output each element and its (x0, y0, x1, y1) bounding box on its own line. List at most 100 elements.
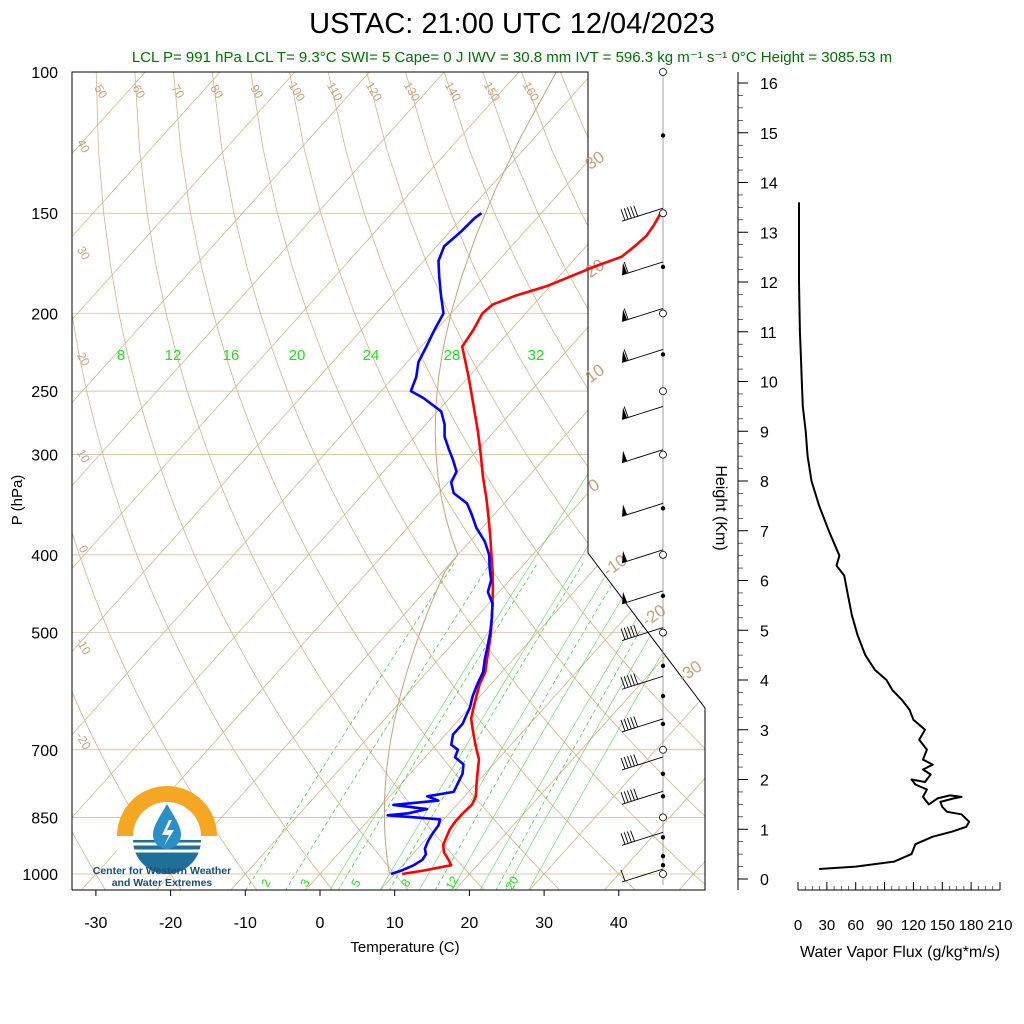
wind-level-marker (659, 309, 667, 318)
mixing-ratio-line (434, 563, 625, 890)
wind-barb (620, 673, 664, 690)
wind-barb-pennant (622, 450, 627, 463)
wind-level-marker (659, 550, 667, 559)
dry-adiabat-line (792, 72, 1024, 891)
dry-adiabat-line (72, 72, 258, 890)
height-tick-label: 2 (760, 773, 769, 790)
dry-adiabat-line (173, 72, 561, 890)
skew-plot-area (0, 35, 1024, 891)
wind-barb (620, 624, 664, 642)
wind-level-marker (660, 835, 666, 840)
dry-adiabat-label: 140 (442, 79, 464, 104)
wind-barb (621, 349, 664, 363)
wind-barb-feather (620, 628, 626, 640)
wind-barb-pennant (622, 309, 627, 322)
height-tick-label: 11 (760, 325, 777, 342)
wind-barb-feather (626, 790, 632, 802)
mixing-ratio-label: 8 (117, 347, 125, 364)
wind-barb (621, 406, 664, 420)
height-tick-label: 16 (760, 76, 778, 93)
isotherm-line (603, 72, 705, 890)
isotherm-label-right: 10 (582, 360, 608, 386)
height-tick-label: 15 (760, 126, 778, 143)
wind-barb-feather (623, 832, 629, 844)
x-tick-label: 20 (461, 915, 479, 932)
wind-barb (620, 788, 664, 805)
isotherm-label-left: 30 (74, 244, 93, 263)
wind-barb-feather (623, 718, 629, 731)
wind-barb-shaft (621, 718, 664, 733)
wind-barb-feather (626, 207, 632, 219)
wind-barb-feather (630, 674, 636, 686)
dry-adiabat-line (72, 72, 183, 890)
height-tick-label: 1 (760, 822, 769, 839)
height-tick-label: 0 (760, 872, 769, 889)
dry-adiabat-line (754, 72, 1024, 891)
wind-barb-feather (626, 718, 632, 730)
wind-level-marker (659, 450, 667, 459)
chart-title: USTAC: 21:00 UTC 12/04/2023 (309, 8, 715, 40)
wind-level-marker (660, 693, 666, 699)
isotherm-line (72, 72, 705, 890)
isotherm-line (379, 72, 705, 890)
y-tick-label: 700 (31, 743, 58, 760)
dry-adiabat-line (250, 72, 705, 890)
wind-barb-pennant (622, 504, 627, 517)
mixing-ratio-line (388, 563, 584, 890)
x-tick-label: -10 (234, 915, 257, 932)
dry-adiabat-label: 90 (247, 82, 266, 101)
wind-barb-feather (633, 754, 639, 766)
dry-adiabat-line (95, 72, 410, 890)
wind-barb-pennant (622, 550, 627, 563)
wind-barb-feather (623, 406, 629, 418)
dry-adiabat-line (870, 72, 1024, 891)
wind-barb (621, 590, 664, 605)
flux-x-axis-label: Water Vapor Flux (g/kg*m/s) (800, 944, 1000, 961)
y-tick-label: 200 (31, 306, 58, 323)
wind-barb-shaft (621, 349, 664, 363)
dry-adiabat-label: 60 (129, 82, 148, 101)
wind-barb-feather (623, 349, 629, 361)
wind-barb-shaft (621, 868, 664, 883)
mixing-ratio-label: 16 (223, 347, 240, 364)
dry-adiabat-line (405, 72, 705, 890)
isotherm-line (72, 72, 403, 890)
wind-barb-feather (623, 208, 629, 220)
mixing-ratio-label-lower: 8 (398, 876, 414, 889)
dry-adiabat-label: 100 (286, 79, 308, 104)
wind-barb-feather (633, 716, 639, 728)
wind-barb-feather (626, 626, 632, 638)
mixing-ratio-line (495, 563, 680, 890)
isotherm-label-right: 0 (585, 475, 604, 496)
dry-adiabat-line (289, 72, 705, 890)
wind-level-marker (660, 264, 666, 270)
mixing-ratio-label-lower: 2 (258, 876, 274, 889)
logo-caption-line2: and Water Extremes (111, 877, 213, 889)
wind-barb-shaft (621, 590, 664, 605)
wind-barb-feather (626, 675, 632, 687)
dry-adiabat-line (482, 72, 705, 890)
wind-barb-feather (630, 625, 636, 638)
chart-subtitle: LCL P= 991 hPa LCL T= 9.3°C SWI= 5 Cape=… (131, 49, 893, 66)
wind-barb (621, 449, 664, 464)
isotherm-line (677, 72, 705, 890)
y-tick-label: 150 (31, 206, 58, 223)
isotherm-line (304, 72, 705, 890)
wind-barb-feather (623, 756, 629, 769)
wind-barb-pennant (622, 262, 627, 275)
x-tick-label: 40 (610, 915, 628, 932)
isotherm-line (229, 72, 705, 890)
wind-barb (620, 868, 664, 883)
x-tick-label: -30 (84, 915, 107, 932)
mixing-ratio-label: 32 (528, 347, 545, 364)
isotherm-line (0, 35, 29, 891)
wind-level-marker (659, 387, 667, 396)
flux-x-tick-label: 90 (876, 917, 893, 934)
x-tick-label: 10 (386, 915, 404, 932)
wind-level-marker (660, 862, 666, 868)
wind-barb-pennant (622, 591, 627, 604)
x-tick-label: -20 (159, 915, 182, 932)
wind-barb-shaft (621, 549, 664, 564)
dry-adiabat-label: 120 (363, 79, 385, 104)
logo-caption: Center for Western Weather and Water Ext… (92, 865, 232, 889)
